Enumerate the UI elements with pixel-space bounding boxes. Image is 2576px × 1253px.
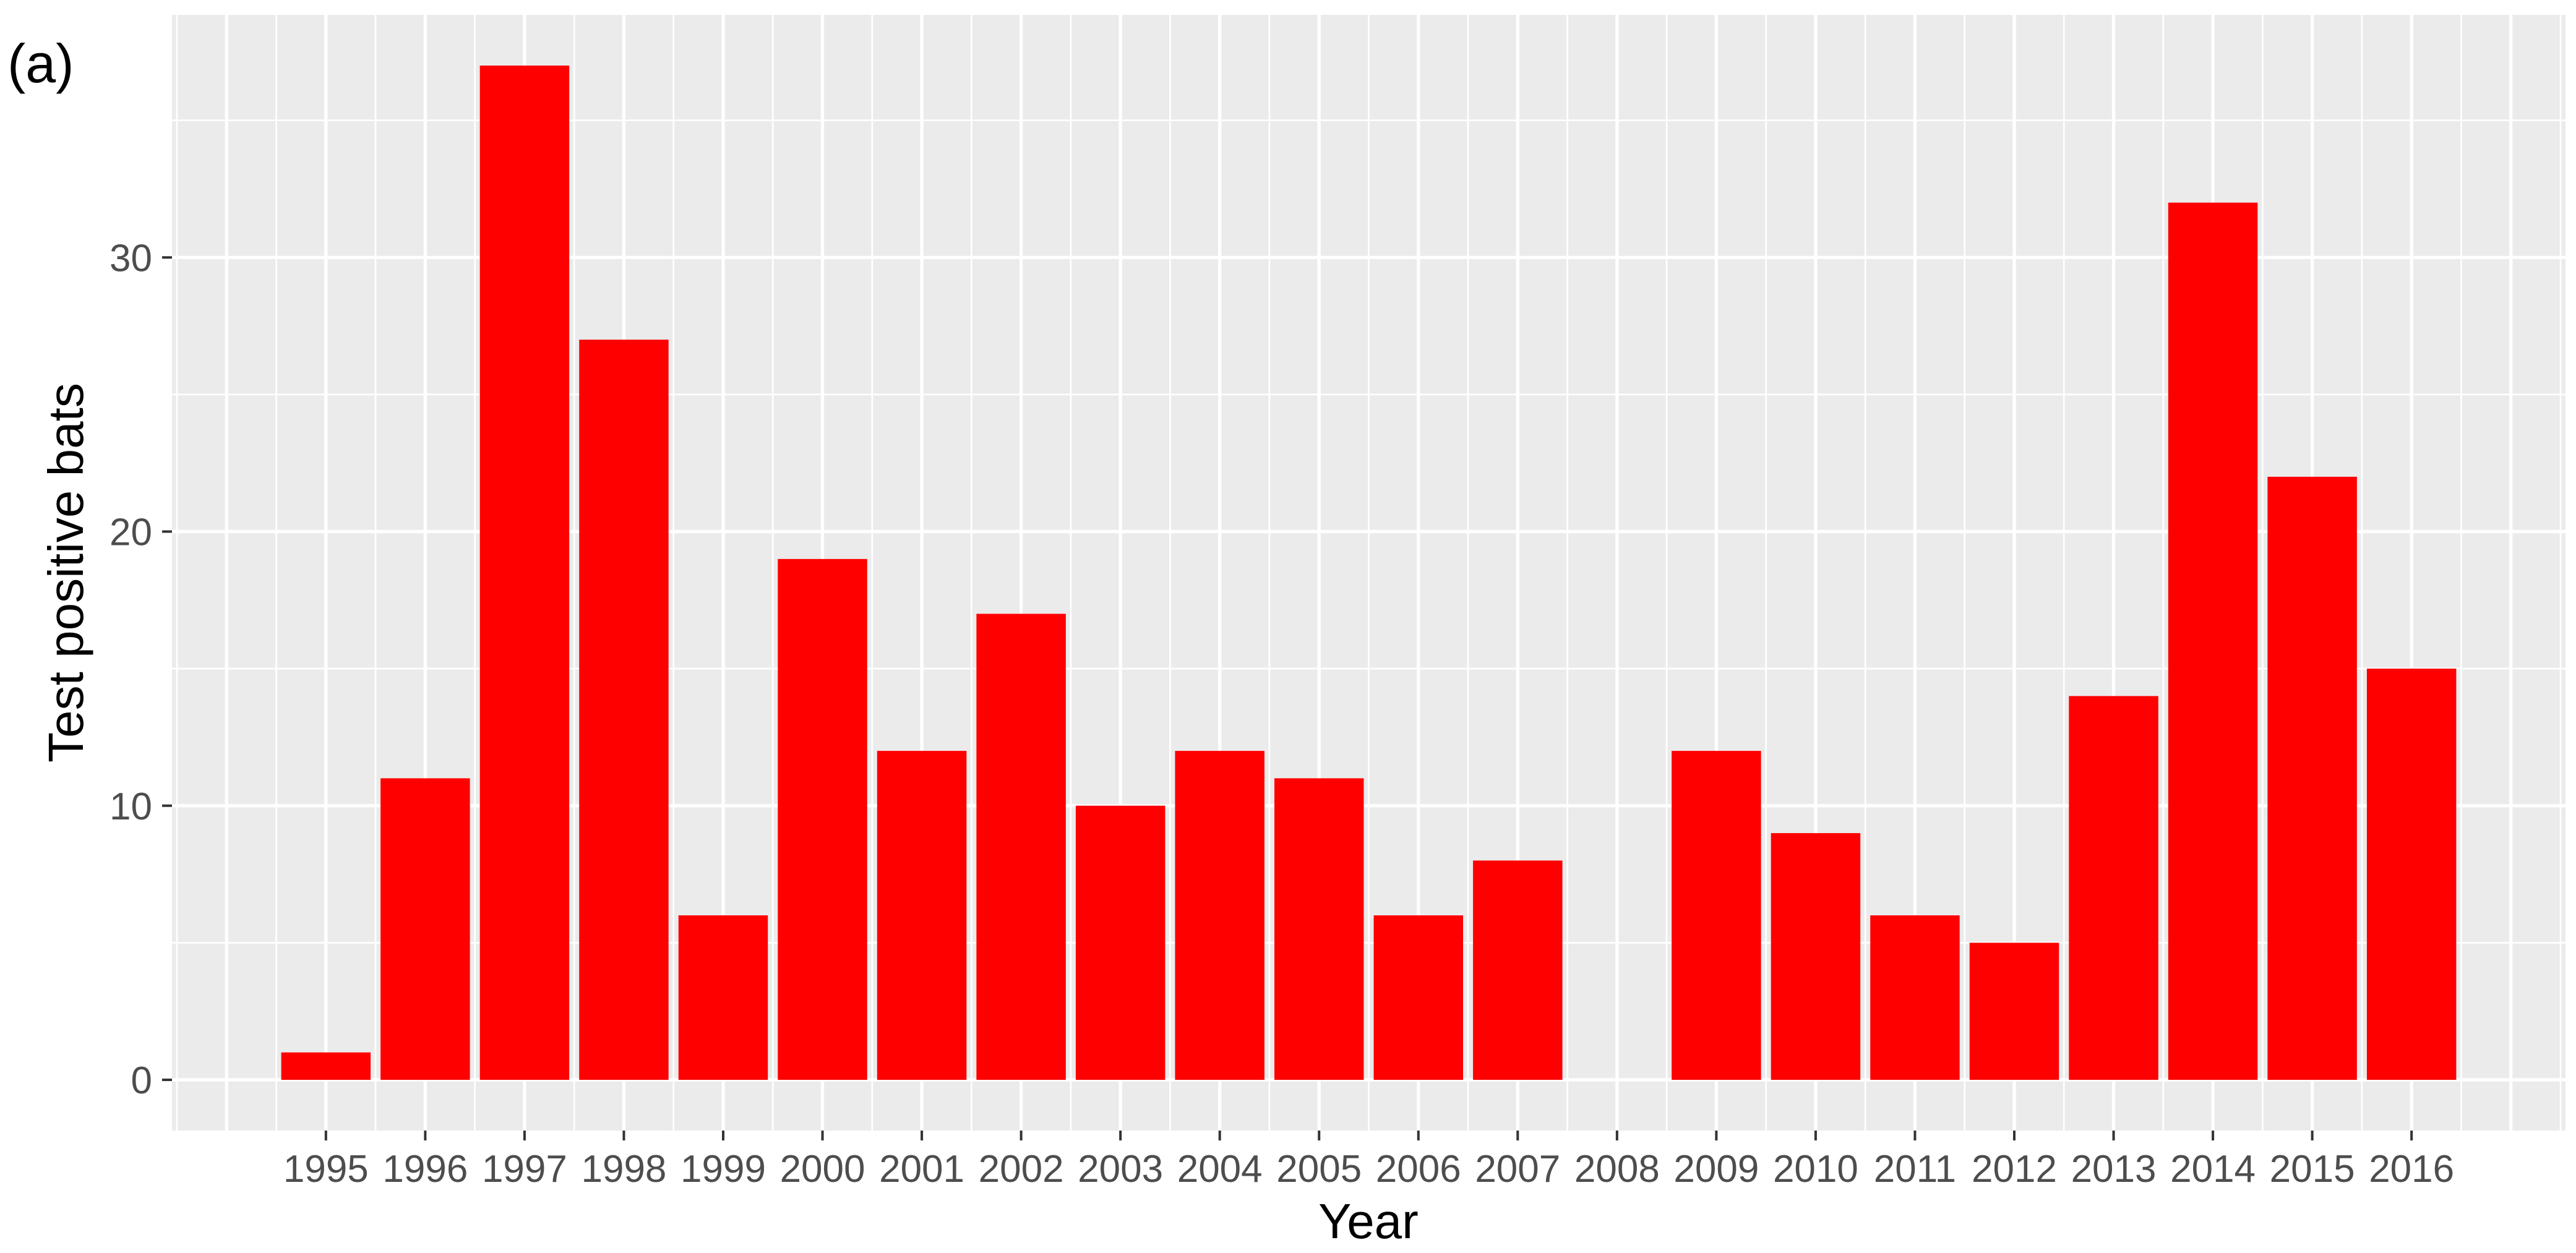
x-tick-label-2003: 2003 xyxy=(1078,1148,1163,1191)
bar-2012 xyxy=(1969,943,2059,1080)
x-tick-label-2000: 2000 xyxy=(780,1148,865,1191)
y-tick-label-20: 20 xyxy=(109,511,152,554)
x-tick-label-2002: 2002 xyxy=(979,1148,1064,1191)
bar-2006 xyxy=(1373,915,1464,1080)
bar-2003 xyxy=(1075,805,1166,1080)
x-tick-label-2006: 2006 xyxy=(1376,1148,1461,1191)
y-axis: 0 10 20 30 xyxy=(109,237,172,1102)
bar-2015 xyxy=(2267,476,2357,1080)
minor-gridlines xyxy=(172,15,2565,1131)
x-tick-label-2015: 2015 xyxy=(2270,1148,2355,1191)
bar-1998 xyxy=(579,340,669,1080)
x-tick-label-1996: 1996 xyxy=(382,1148,468,1191)
x-tick-label-2001: 2001 xyxy=(879,1148,964,1191)
x-tick-label-2011: 2011 xyxy=(1874,1148,1956,1191)
x-tick-label-1999: 1999 xyxy=(680,1148,766,1191)
x-tick-label-2009: 2009 xyxy=(1673,1148,1759,1191)
x-tick-label-2013: 2013 xyxy=(2071,1148,2157,1191)
bar-1997 xyxy=(479,66,570,1080)
bar-2002 xyxy=(976,614,1066,1080)
bar-2014 xyxy=(2168,202,2258,1080)
x-axis-title: Year xyxy=(1318,1194,1419,1249)
y-axis-title: Test positive bats xyxy=(38,383,93,763)
x-tick-label-2010: 2010 xyxy=(1773,1148,1858,1191)
x-tick-label-2014: 2014 xyxy=(2170,1148,2256,1191)
x-axis: 1995 1996 1997 1998 1999 2000 2001 2002 2003 2004… xyxy=(283,1131,2454,1191)
x-tick-label-2004: 2004 xyxy=(1177,1148,1263,1191)
bar-2007 xyxy=(1473,860,1563,1080)
bar-1999 xyxy=(678,915,768,1080)
x-tick-label-1997: 1997 xyxy=(482,1148,567,1191)
bar-2016 xyxy=(2366,669,2457,1080)
bar-2013 xyxy=(2069,696,2158,1080)
bar-2000 xyxy=(778,558,867,1080)
bar-1995 xyxy=(281,1052,371,1080)
bar-1996 xyxy=(380,778,470,1080)
bar-2009 xyxy=(1672,751,1761,1080)
bar-2001 xyxy=(877,751,967,1080)
y-tick-label-10: 10 xyxy=(109,785,152,828)
x-tick-label-2016: 2016 xyxy=(2369,1148,2454,1191)
x-tick-label-1995: 1995 xyxy=(283,1148,369,1191)
bar-2011 xyxy=(1870,915,1960,1080)
x-tick-label-2007: 2007 xyxy=(1475,1148,1560,1191)
panel-label: (a) xyxy=(7,33,74,94)
x-tick-label-2008: 2008 xyxy=(1574,1148,1660,1191)
bar-2010 xyxy=(1771,833,1861,1080)
x-tick-label-2012: 2012 xyxy=(1972,1148,2057,1191)
y-tick-label-0: 0 xyxy=(131,1059,152,1102)
bar-2005 xyxy=(1274,778,1364,1080)
bar-2004 xyxy=(1175,751,1264,1080)
y-tick-label-30: 30 xyxy=(109,237,152,280)
bars xyxy=(281,66,2457,1080)
x-tick-label-2005: 2005 xyxy=(1276,1148,1362,1191)
x-tick-label-1998: 1998 xyxy=(581,1148,666,1191)
